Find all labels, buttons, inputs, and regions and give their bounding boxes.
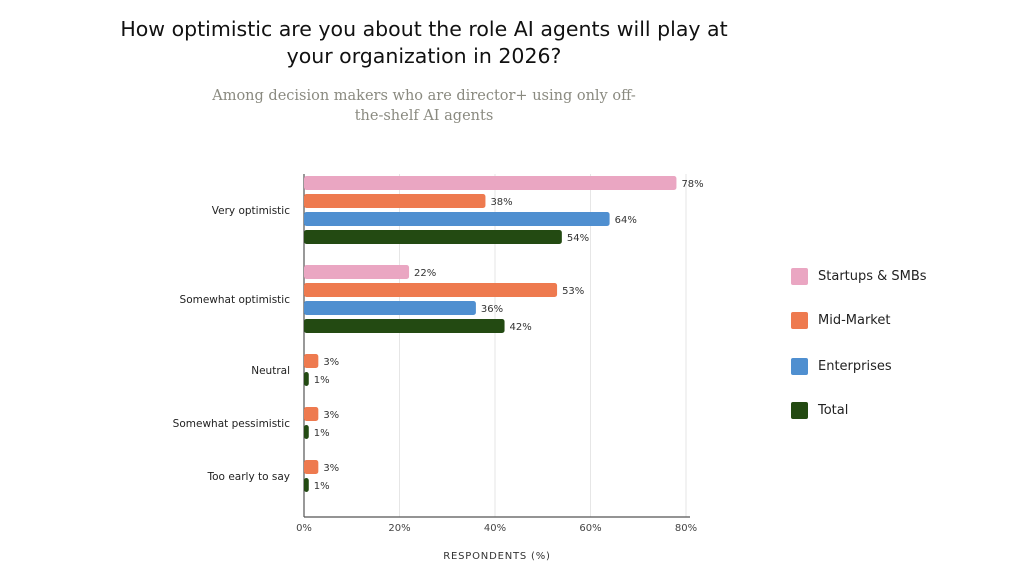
chart-title: How optimistic are you about the role AI… bbox=[120, 17, 728, 68]
legend-item: Mid-Market bbox=[791, 312, 890, 329]
category-label: Neutral bbox=[251, 365, 290, 377]
x-tick-label: 20% bbox=[388, 523, 410, 534]
data-label: 38% bbox=[490, 197, 512, 208]
data-label: 42% bbox=[510, 322, 532, 333]
bar-mid-market bbox=[304, 354, 319, 368]
data-label: 1% bbox=[314, 428, 330, 439]
bar-startups-smbs bbox=[304, 176, 677, 190]
legend-label: Startups & SMBs bbox=[818, 269, 927, 284]
x-axis-label: RESPONDENTS (%) bbox=[443, 551, 550, 562]
category-label: Very optimistic bbox=[212, 205, 290, 217]
data-label: 3% bbox=[323, 410, 339, 421]
legend-label: Enterprises bbox=[818, 359, 892, 374]
bar-mid-market bbox=[304, 407, 319, 421]
category-label: Somewhat optimistic bbox=[180, 294, 291, 306]
data-label: 54% bbox=[567, 233, 589, 244]
bar-enterprises bbox=[304, 212, 610, 226]
legend-swatch bbox=[791, 358, 808, 375]
bar-total bbox=[304, 425, 309, 439]
legend-item: Total bbox=[791, 402, 848, 419]
data-label: 36% bbox=[481, 304, 503, 315]
x-tick-label: 80% bbox=[675, 523, 697, 534]
category-label: Somewhat pessimistic bbox=[173, 418, 291, 430]
data-label: 1% bbox=[314, 375, 330, 386]
data-label: 1% bbox=[314, 481, 330, 492]
data-label: 78% bbox=[681, 179, 703, 190]
legend-swatch bbox=[791, 268, 808, 285]
bar-total bbox=[304, 319, 505, 333]
bar-mid-market bbox=[304, 194, 486, 208]
bar-total bbox=[304, 230, 562, 244]
bar-total bbox=[304, 478, 309, 492]
x-tick-label: 0% bbox=[296, 523, 312, 534]
data-label: 64% bbox=[615, 215, 637, 226]
legend-label: Total bbox=[818, 403, 849, 418]
legend-item: Startups & SMBs bbox=[791, 268, 927, 285]
chart-subtitle: Among decision makers who are director+ … bbox=[212, 88, 636, 124]
legend-swatch bbox=[791, 312, 808, 329]
bar-mid-market bbox=[304, 460, 319, 474]
data-label: 22% bbox=[414, 268, 436, 279]
data-label: 3% bbox=[323, 357, 339, 368]
legend-swatch bbox=[791, 402, 808, 419]
legend-item: Enterprises bbox=[791, 358, 892, 375]
bar-startups-smbs bbox=[304, 265, 410, 279]
x-tick-label: 40% bbox=[484, 523, 506, 534]
data-label: 53% bbox=[562, 286, 584, 297]
bar-enterprises bbox=[304, 301, 476, 315]
bar-total bbox=[304, 372, 309, 386]
x-tick-label: 60% bbox=[579, 523, 601, 534]
legend-label: Mid-Market bbox=[818, 313, 891, 328]
bar-mid-market bbox=[304, 283, 558, 297]
category-label: Too early to say bbox=[207, 471, 291, 483]
data-label: 3% bbox=[323, 463, 339, 474]
